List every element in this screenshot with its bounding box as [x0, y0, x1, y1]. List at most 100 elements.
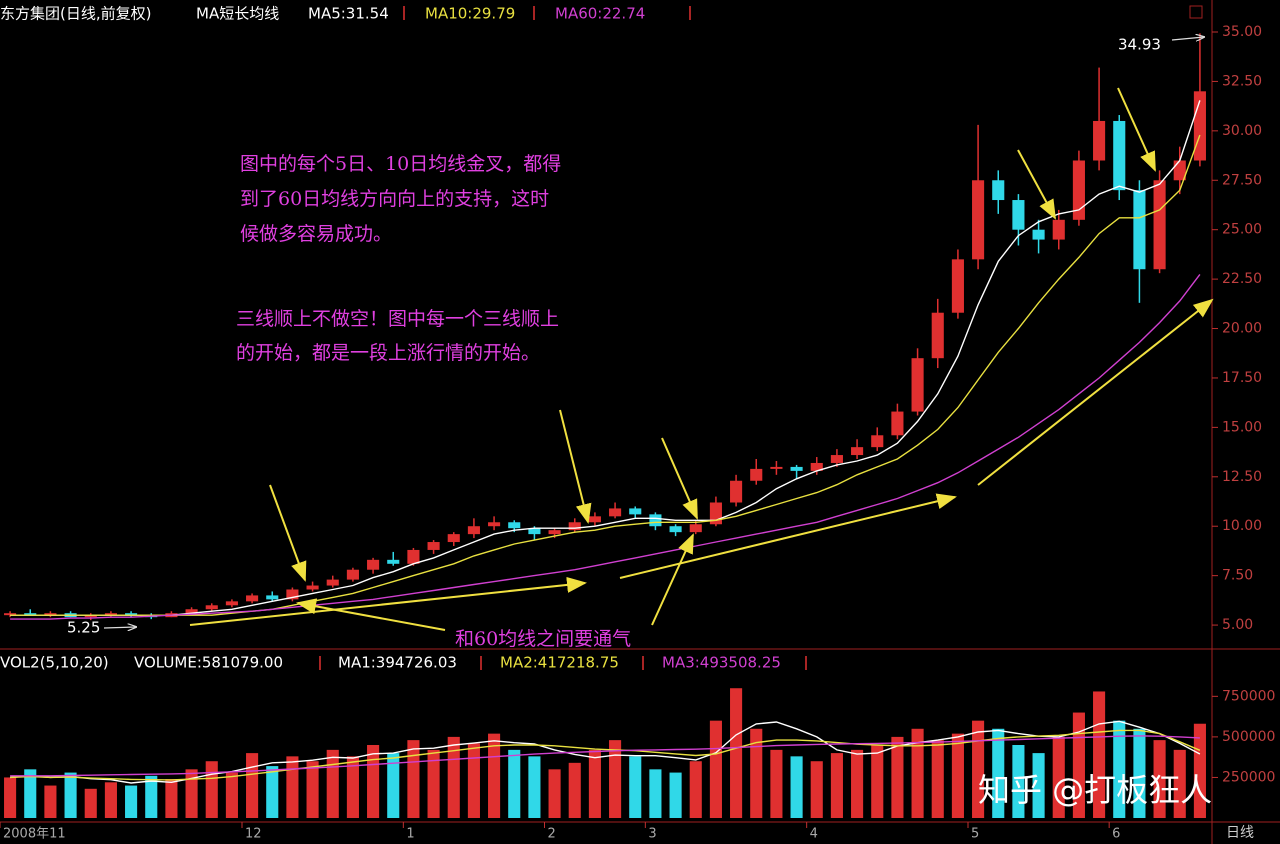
volume-bar — [972, 720, 985, 818]
volume-bar — [709, 720, 722, 818]
annotation: 到了60日均线方向向上的支持，这时 — [240, 188, 549, 210]
candle-body — [306, 585, 319, 590]
legend-entry: MA2:417218.75 — [500, 654, 619, 672]
candle-body — [548, 530, 561, 535]
y-tick-label: 12.50 — [1222, 469, 1262, 485]
candle-body — [851, 447, 864, 456]
y-tick-label: 27.50 — [1222, 172, 1262, 188]
candle-body — [790, 466, 803, 471]
candle-body — [104, 613, 117, 616]
x-tick-label: 12 — [245, 827, 262, 842]
candle-body — [44, 613, 57, 616]
candle-body — [1072, 160, 1085, 220]
y-tick-label: 30.00 — [1222, 123, 1262, 139]
volume-bar — [508, 749, 521, 818]
volume-bar — [1173, 749, 1186, 818]
legend-entry: MA60:22.74 — [555, 5, 645, 23]
y-tick-label: 22.50 — [1222, 271, 1262, 287]
y-tick-label: 500000 — [1222, 729, 1275, 745]
candle-body — [387, 559, 400, 564]
high-arrow — [1171, 37, 1204, 40]
volume-bar — [830, 753, 843, 818]
annotation: 和60均线之间要通气 — [455, 628, 631, 650]
volume-bar — [306, 761, 319, 818]
candle-body — [568, 522, 581, 531]
candle-body — [1113, 120, 1126, 191]
y-tick-label: 25.00 — [1222, 222, 1262, 238]
volume-bar — [649, 769, 662, 818]
volume-bar — [205, 761, 218, 818]
y-tick-label: 10.00 — [1222, 518, 1262, 534]
candle-body — [770, 466, 783, 469]
candle-body — [185, 609, 198, 614]
annotation: 图中的每个5日、10日均线金叉，都得 — [240, 153, 561, 175]
annotation: 的开始，都是一段上涨行情的开始。 — [236, 342, 540, 364]
candle-body — [830, 455, 843, 463]
volume-bar — [346, 756, 359, 818]
volume-bar — [992, 728, 1005, 818]
volume-bar — [669, 772, 682, 818]
legend-entry: MA1:394726.03 — [338, 654, 457, 672]
annotation: 候做多容易成功。 — [240, 223, 392, 245]
low-arrow — [103, 627, 136, 628]
volume-bar — [770, 749, 783, 818]
volume-bar — [871, 745, 884, 818]
candle-body — [407, 549, 420, 564]
candle-body — [1012, 200, 1025, 230]
candle-body — [225, 601, 238, 606]
ma-line — [10, 729, 1201, 781]
legend-entry: MA5:31.54 — [308, 5, 389, 23]
high-label: 34.93 — [1118, 36, 1161, 54]
ma-line — [10, 100, 1201, 616]
volume-bar — [1153, 740, 1166, 818]
volume-bar — [609, 740, 622, 818]
y-tick-label: 750000 — [1222, 688, 1275, 704]
volume-bar — [1113, 720, 1126, 818]
ma-line — [10, 273, 1201, 620]
x-tick-label: 2 — [548, 827, 556, 842]
volume-bar — [689, 761, 702, 818]
volume-subtitle: VOLUME:581079.00 — [134, 654, 283, 672]
volume-bar — [165, 779, 178, 818]
volume-bar — [810, 761, 823, 818]
volume-bar — [387, 753, 400, 818]
volume-bar — [629, 756, 642, 818]
candle-body — [649, 514, 662, 527]
candle-body — [447, 534, 460, 543]
candle-body — [1173, 160, 1186, 181]
candle-body — [810, 462, 823, 471]
x-tick-label: 4 — [810, 827, 818, 842]
candle-body — [750, 468, 763, 481]
legend-entry: MA10:29.79 — [425, 5, 515, 23]
y-tick-label: 250000 — [1222, 769, 1275, 785]
x-tick-label: 2008年11 — [3, 827, 66, 842]
candle-body — [528, 528, 541, 535]
candle-body — [609, 508, 622, 517]
candle-body — [588, 516, 601, 523]
candle-body — [669, 526, 682, 533]
y-tick-label: 5.00 — [1222, 617, 1253, 633]
candle-body — [205, 605, 218, 610]
chart-subtitle: MA短长均线 — [196, 5, 279, 23]
volume-bar — [367, 745, 380, 818]
volume-bar — [185, 769, 198, 818]
candle-body — [1052, 219, 1065, 240]
candle-body — [730, 480, 743, 503]
candle-body — [488, 522, 501, 527]
candle-body — [992, 180, 1005, 201]
volume-bar — [407, 740, 420, 818]
volume-bar — [1032, 753, 1045, 818]
x-tick-label: 3 — [648, 827, 656, 842]
candle-body — [467, 526, 480, 535]
volume-bar — [467, 743, 480, 818]
x-tick-label: 1 — [406, 827, 414, 842]
candle-body — [871, 435, 884, 448]
volume-bar — [266, 766, 279, 818]
candle-body — [84, 615, 97, 618]
volume-bar — [1193, 723, 1206, 818]
volume-bar — [548, 769, 561, 818]
candle-body — [891, 411, 904, 436]
chart-title: 东方集团(日线,前复权) — [0, 5, 151, 23]
plot: 5.007.5010.0012.5015.0017.5020.0022.5025… — [0, 24, 1275, 842]
